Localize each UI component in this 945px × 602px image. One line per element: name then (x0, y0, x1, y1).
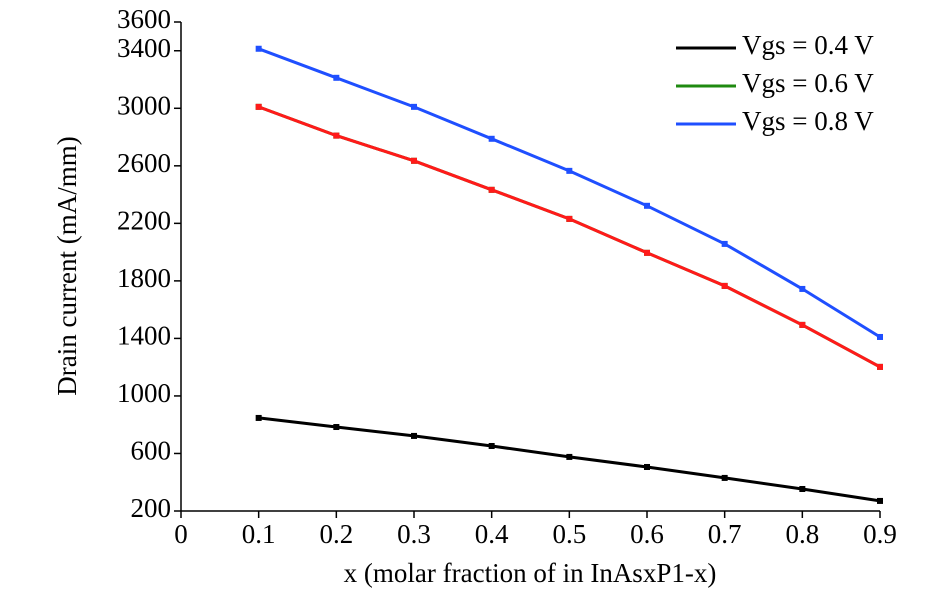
y-tick-label: 1800 (117, 263, 171, 293)
x-tick-label: 0.2 (319, 519, 353, 549)
point-marker (877, 497, 883, 504)
point-marker (644, 249, 650, 256)
legend-label: Vgs = 0.4 V (742, 30, 874, 60)
point-marker (333, 132, 340, 139)
point-marker (488, 442, 495, 449)
point-marker (255, 414, 262, 421)
point-marker (644, 202, 650, 209)
point-marker (333, 424, 340, 431)
point-marker (644, 463, 650, 470)
point-marker (333, 74, 340, 81)
point-marker (411, 103, 417, 110)
y-tick-label: 3000 (117, 90, 171, 120)
point-marker (566, 215, 573, 222)
point-marker (255, 103, 262, 110)
y-tick-label: 2200 (117, 206, 171, 236)
point-marker (877, 333, 883, 340)
y-tick-label: 1400 (117, 321, 171, 351)
series-line (258, 105, 881, 369)
point-marker (799, 485, 806, 492)
x-tick-label: 0.6 (630, 519, 664, 549)
point-marker (488, 135, 495, 142)
y-tick-label: 3400 (117, 33, 171, 63)
x-tick-label: 0.8 (785, 519, 819, 549)
x-tick-label: 0 (174, 519, 188, 549)
x-tick-label: 0.1 (242, 519, 276, 549)
y-tick-label: 1000 (117, 378, 171, 408)
x-tick-label: 0.9 (863, 519, 897, 549)
x-tick-label: 0.3 (397, 519, 431, 549)
x-axis-label: x (molar fraction of in InAsxP1-x) (344, 558, 717, 588)
point-marker (566, 167, 573, 174)
point-marker (799, 285, 806, 292)
point-marker (488, 186, 495, 193)
x-tick-label: 0.5 (552, 519, 586, 549)
point-marker (255, 45, 262, 52)
point-marker (877, 363, 883, 370)
point-marker (721, 474, 728, 481)
y-tick-label: 200 (131, 493, 172, 523)
legend-label: Vgs = 0.8 V (742, 106, 874, 136)
legend-label: Vgs = 0.6 V (742, 68, 874, 98)
point-marker (566, 453, 573, 460)
x-tick-label: 0.7 (708, 519, 742, 549)
y-tick-label: 2600 (117, 148, 171, 178)
y-axis-label: Drain current (mA/mm) (52, 136, 82, 395)
y-tick-label: 3600 (117, 4, 171, 34)
point-marker (411, 432, 417, 439)
y-tick-label: 600 (131, 436, 172, 466)
point-marker (799, 321, 806, 328)
point-marker (721, 240, 728, 247)
point-marker (721, 282, 728, 289)
x-tick-label: 0.4 (475, 519, 509, 549)
series-line (258, 105, 881, 369)
point-marker (411, 157, 417, 164)
